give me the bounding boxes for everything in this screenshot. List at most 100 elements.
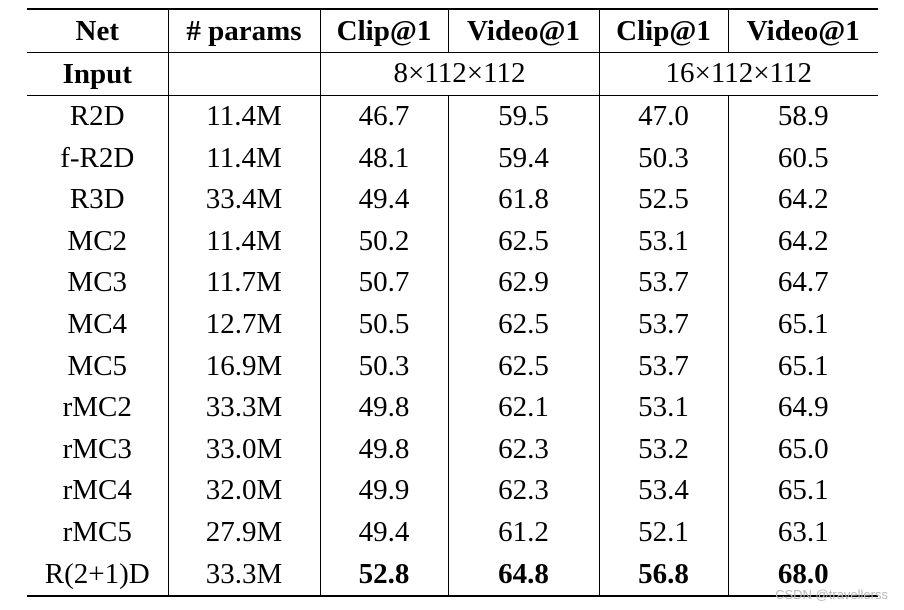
cell-clip-8: 48.1 (319, 137, 448, 180)
cell-net: MC5 (67, 349, 128, 382)
cell-video-8: 59.4 (447, 137, 599, 180)
cell-video-8: 59.5 (447, 94, 599, 138)
cell-clip-8: 49.8 (319, 387, 448, 429)
table-row: rMC2 33.3M 49.8 62.1 53.1 64.9 (27, 387, 878, 429)
cell-video-8: 61.8 (447, 179, 599, 221)
cell-clip-16: 53.2 (598, 428, 728, 471)
cell-video-16: 63.1 (727, 511, 878, 554)
cell-net: MC4 (67, 307, 128, 340)
cell-clip-8: 52.8 (319, 553, 448, 598)
cell-clip-16: 53.7 (598, 262, 728, 304)
cell-video-8: 62.5 (447, 220, 599, 263)
cell-params: 33.0M (167, 428, 320, 471)
cell-video-8: 62.3 (447, 428, 599, 471)
cell-params: 33.3M (167, 387, 320, 429)
cell-video-16: 65.0 (727, 428, 878, 471)
header-net: Net (27, 8, 168, 53)
cell-video-8: 61.2 (447, 511, 599, 554)
results-table-container: Net # params Clip@1 Video@1 Clip@1 Video… (27, 8, 878, 598)
cell-clip-16: 53.1 (598, 387, 728, 429)
header-clip-8: Clip@1 (319, 8, 448, 53)
table-row: MC2 11.4M 50.2 62.5 53.1 64.2 (27, 220, 878, 263)
cell-video-16: 64.7 (727, 262, 878, 304)
header-clip-16: Clip@1 (598, 8, 728, 53)
table-row: rMC4 32.0M 49.9 62.3 53.4 65.1 (27, 470, 878, 512)
cell-video-8: 62.1 (447, 387, 599, 429)
cell-params: 11.4M (167, 94, 320, 138)
cell-clip-16: 53.7 (598, 303, 728, 346)
cell-clip-16: 52.5 (598, 179, 728, 221)
results-table: Net # params Clip@1 Video@1 Clip@1 Video… (27, 8, 878, 598)
table-row: rMC3 33.0M 49.8 62.3 53.2 65.0 (27, 428, 878, 471)
cell-params: 32.0M (167, 470, 320, 512)
cell-clip-8: 46.7 (319, 94, 448, 138)
cell-params: 11.7M (167, 262, 320, 304)
cell-video-16: 64.2 (727, 179, 878, 221)
cell-video-8: 62.5 (447, 303, 599, 346)
cell-params: 16.9M (167, 345, 320, 388)
cell-net: R3D (69, 183, 125, 216)
cell-net: MC2 (67, 224, 128, 257)
cell-net: MC3 (67, 266, 128, 299)
cell-clip-8: 49.4 (319, 179, 448, 221)
cell-net: rMC2 (62, 391, 132, 424)
cell-video-16: 65.1 (727, 470, 878, 512)
cell-params: 11.4M (167, 137, 320, 180)
cell-params: 27.9M (167, 511, 320, 554)
cell-clip-8: 49.4 (319, 511, 448, 554)
cell-params: 11.4M (167, 220, 320, 263)
cell-clip-16: 56.8 (598, 553, 728, 598)
cell-clip-8: 49.9 (319, 470, 448, 512)
cell-video-16: 65.1 (727, 303, 878, 346)
header-row: Net # params Clip@1 Video@1 Clip@1 Video… (27, 8, 878, 53)
input-row: Input 8×112×112 16×112×112 (27, 52, 878, 96)
cell-net: rMC3 (62, 432, 132, 465)
cell-clip-8: 49.8 (319, 428, 448, 471)
cell-clip-8: 50.5 (319, 303, 448, 346)
cell-video-16: 64.2 (727, 220, 878, 263)
cell-video-16: 65.1 (727, 345, 878, 388)
cell-params: 33.3M (167, 553, 320, 598)
cell-video-16: 68.0 (727, 553, 878, 598)
header-video-16: Video@1 (727, 8, 878, 53)
watermark: CSDN @travellerss (775, 587, 888, 602)
cell-clip-16: 53.7 (598, 345, 728, 388)
cell-params: 12.7M (167, 303, 320, 346)
cell-net: rMC5 (62, 515, 132, 548)
cell-clip-16: 53.1 (598, 220, 728, 263)
cell-net: rMC4 (62, 474, 132, 507)
header-params: # params (167, 8, 320, 53)
input-size-16: 16×112×112 (598, 52, 878, 96)
table-row: rMC5 27.9M 49.4 61.2 52.1 63.1 (27, 511, 878, 554)
input-label: Input (27, 52, 168, 96)
cell-video-16: 64.9 (727, 387, 878, 429)
cell-clip-16: 50.3 (598, 137, 728, 180)
table-row: MC3 11.7M 50.7 62.9 53.7 64.7 (27, 262, 878, 304)
table-row: R2D 11.4M 46.7 59.5 47.0 58.9 (27, 94, 878, 138)
input-size-8: 8×112×112 (319, 52, 599, 96)
cell-clip-16: 52.1 (598, 511, 728, 554)
cell-video-16: 60.5 (727, 137, 878, 180)
header-video-8: Video@1 (447, 8, 599, 53)
table-row: f-R2D 11.4M 48.1 59.4 50.3 60.5 (27, 137, 878, 180)
cell-video-8: 62.5 (447, 345, 599, 388)
cell-net: R2D (27, 94, 168, 138)
cell-video-8: 62.3 (447, 470, 599, 512)
results-body: R2D 11.4M 46.7 59.5 47.0 58.9 f-R2D 11.4M 48.1 59… (27, 94, 878, 598)
input-params-cell (167, 52, 320, 96)
cell-net: f-R2D (60, 141, 135, 174)
cell-net: R(2+1)D (27, 553, 168, 598)
cell-params: 33.4M (167, 179, 320, 221)
cell-video-8: 62.9 (447, 262, 599, 304)
table-row: R(2+1)D 33.3M 52.8 64.8 56.8 68.0 (27, 553, 878, 598)
cell-clip-16: 53.4 (598, 470, 728, 512)
cell-clip-16: 47.0 (598, 94, 728, 138)
cell-clip-8: 50.7 (319, 262, 448, 304)
cell-video-16: 58.9 (727, 94, 878, 138)
cell-clip-8: 50.2 (319, 220, 448, 263)
cell-video-8: 64.8 (447, 553, 599, 598)
table-row: R3D 33.4M 49.4 61.8 52.5 64.2 (27, 179, 878, 221)
table-row: MC5 16.9M 50.3 62.5 53.7 65.1 (27, 345, 878, 388)
cell-clip-8: 50.3 (319, 345, 448, 388)
table-row: MC4 12.7M 50.5 62.5 53.7 65.1 (27, 303, 878, 346)
